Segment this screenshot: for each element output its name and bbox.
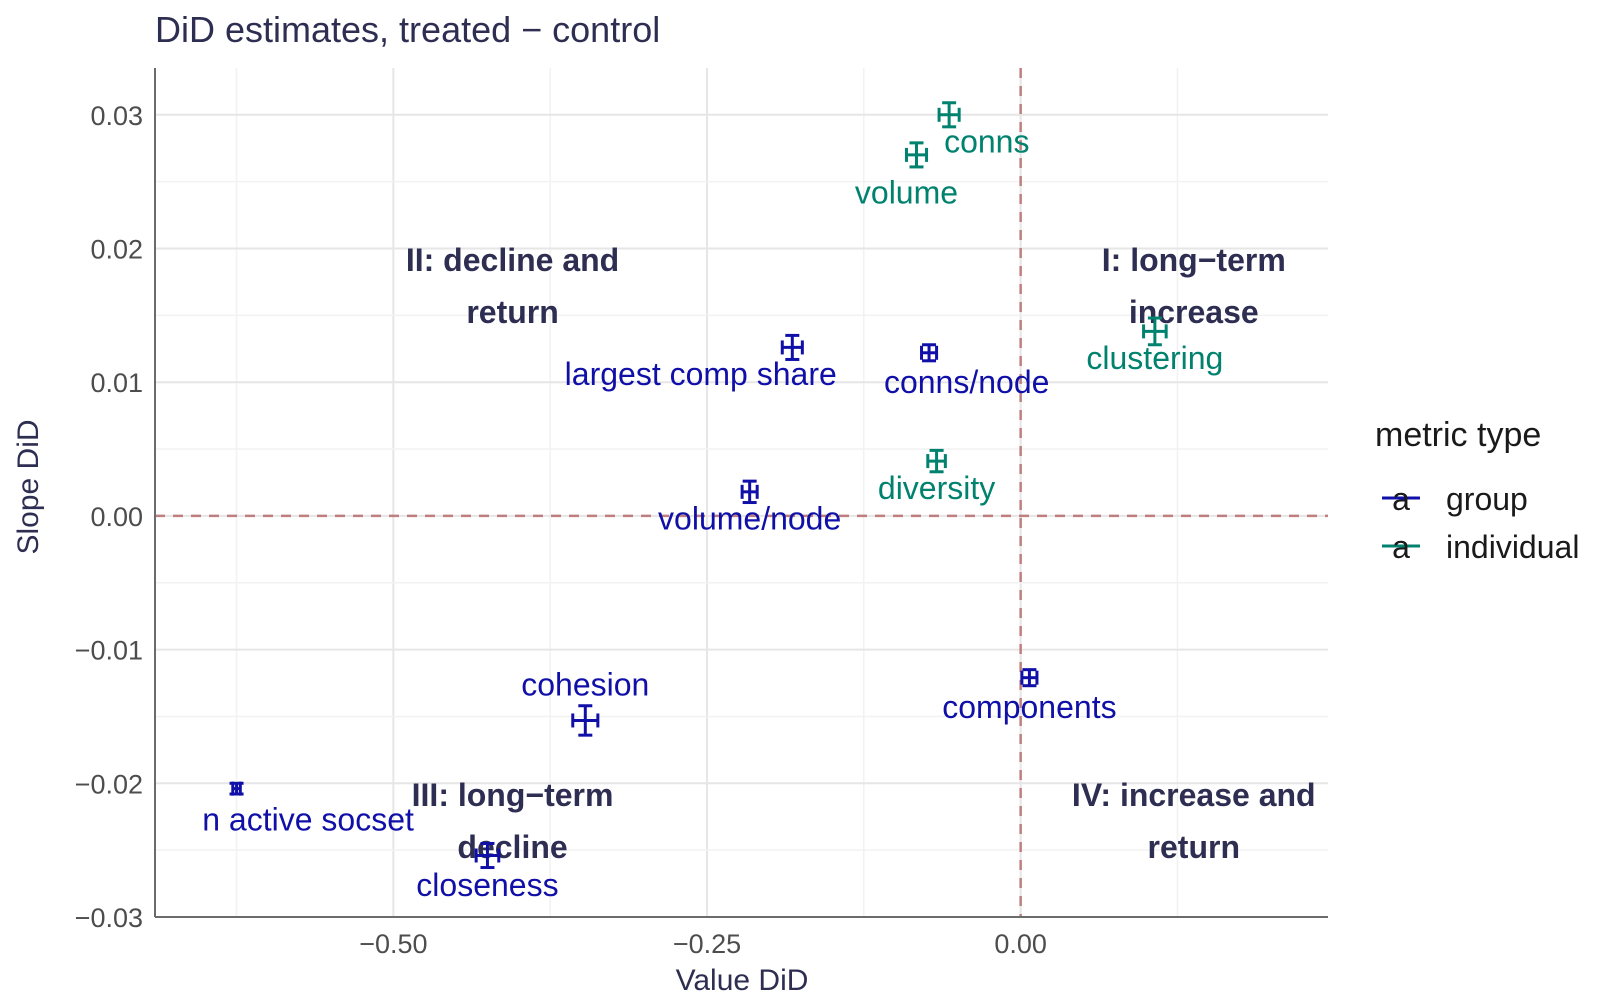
quadrant-label-line: I: long−term xyxy=(1102,242,1286,278)
quadrant-labels: I: long−term increase II: decline and retur… xyxy=(406,242,1316,865)
point-label-largest-comp-share: largest comp share xyxy=(565,356,837,392)
point-label-n-active-socset: n active socset xyxy=(202,801,414,837)
data-point xyxy=(926,448,947,474)
quadrant-label-line: IV: increase and xyxy=(1072,777,1316,813)
data-point xyxy=(920,343,939,363)
axes xyxy=(154,68,1328,918)
chart-title: DiD estimates, treated − control xyxy=(155,9,660,50)
legend-label: group xyxy=(1446,481,1528,517)
legend-entry-group: a group xyxy=(1382,481,1528,517)
data-points xyxy=(229,101,1168,870)
legend-title: metric type xyxy=(1375,416,1541,454)
y-tick-label: −0.01 xyxy=(75,636,143,666)
y-axis-title: Slope DiD xyxy=(12,419,45,554)
point-label-clustering: clustering xyxy=(1086,340,1223,376)
quadrant-label-line: decline xyxy=(457,829,567,865)
quadrant-label-line: III: long−term xyxy=(412,777,614,813)
point-label-volume-node: volume/node xyxy=(658,501,841,537)
legend-key-glyph: a xyxy=(1392,481,1410,517)
y-tick-label: 0.00 xyxy=(90,502,143,532)
data-point xyxy=(904,141,929,169)
y-tick-label: 0.02 xyxy=(90,234,143,264)
legend-label: individual xyxy=(1446,529,1579,565)
point-label-conns-node: conns/node xyxy=(884,364,1049,400)
legend-entry-individual: a individual xyxy=(1382,529,1579,565)
x-tick-label: −0.25 xyxy=(673,929,741,959)
data-point xyxy=(780,333,804,361)
quadrant-label-III: III: long−term decline xyxy=(412,777,614,865)
data-point xyxy=(1142,316,1168,347)
quadrant-label-line: return xyxy=(1148,829,1240,865)
quadrant-label-I: I: long−term increase xyxy=(1102,242,1286,330)
y-tick-label: 0.03 xyxy=(90,101,143,131)
point-label-volume: volume xyxy=(855,174,958,210)
point-label-conns: conns xyxy=(944,124,1029,160)
data-point xyxy=(740,479,759,505)
data-point xyxy=(1020,668,1039,688)
quadrant-label-IV: IV: increase and return xyxy=(1072,777,1316,865)
y-tick-label: −0.03 xyxy=(75,903,143,933)
point-labels: conns volume clustering diversity largest co… xyxy=(202,124,1223,903)
quadrant-label-line: II: decline and xyxy=(406,242,619,278)
point-label-components: components xyxy=(942,689,1116,725)
quadrant-label-line: increase xyxy=(1129,294,1259,330)
reference-lines xyxy=(155,68,1328,917)
point-label-cohesion: cohesion xyxy=(521,666,649,702)
point-label-closeness: closeness xyxy=(416,867,558,903)
quadrant-label-II: II: decline and return xyxy=(406,242,619,330)
y-tick-label: −0.02 xyxy=(75,769,143,799)
data-point xyxy=(571,704,600,737)
point-label-diversity: diversity xyxy=(878,470,995,506)
y-tick-label: 0.01 xyxy=(90,368,143,398)
x-tick-label: 0.00 xyxy=(994,929,1047,959)
x-axis-title: Value DiD xyxy=(676,964,809,997)
tick-labels: −0.50 −0.25 0.00 −0.03 −0.02 −0.01 0.00 0.01 0.0… xyxy=(75,101,1047,959)
data-point xyxy=(474,841,501,870)
x-tick-label: −0.50 xyxy=(359,929,427,959)
quadrant-label-line: return xyxy=(466,294,558,330)
data-point xyxy=(937,101,961,129)
legend-key-glyph: a xyxy=(1392,529,1410,565)
data-point xyxy=(229,781,244,796)
